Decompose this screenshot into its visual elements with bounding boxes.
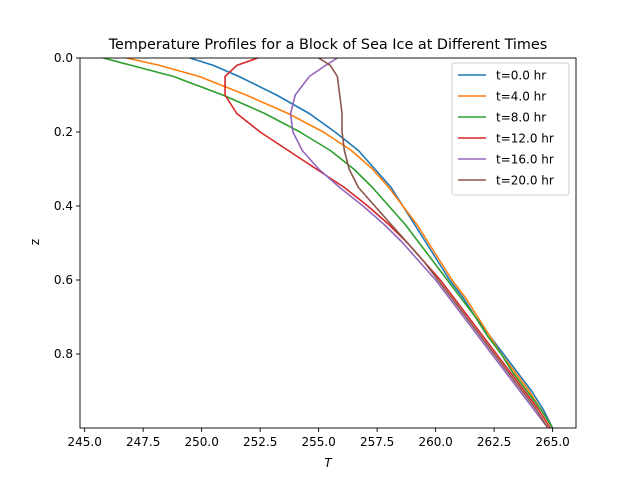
chart-title: Temperature Profiles for a Block of Sea …	[108, 37, 548, 53]
x-axis-label: T	[324, 456, 333, 470]
y-tick-label: 0.4	[54, 199, 73, 213]
axes-frame	[79, 57, 577, 429]
series-line-4	[289, 58, 549, 428]
legend-label-5: t=20.0 hr	[496, 174, 554, 188]
x-tick-label: 247.5	[126, 435, 160, 449]
series-group	[102, 58, 554, 428]
x-tick-label: 257.5	[360, 435, 394, 449]
legend-label-2: t=8.0 hr	[496, 111, 546, 125]
y-axis-label: z	[28, 239, 42, 245]
y-tick-label: 0.6	[54, 273, 73, 287]
x-tick-label: 245.0	[67, 435, 101, 449]
x-tick-label: 265.0	[535, 435, 569, 449]
series-line-5	[317, 58, 549, 428]
series-line-2	[102, 58, 554, 428]
legend-label-1: t=4.0 hr	[496, 90, 546, 104]
y-tick-label: 0.2	[54, 125, 73, 139]
x-tick-label: 250.0	[184, 435, 218, 449]
legend: t=0.0 hr t=4.0 hr t=8.0 hr t=12.0 hr t=16.0 …	[451, 62, 570, 196]
x-tick-label: 262.5	[477, 435, 511, 449]
x-tick-label: 260.0	[418, 435, 452, 449]
series-line-3	[224, 58, 552, 428]
legend-label-4: t=16.0 hr	[496, 153, 554, 167]
legend-label-0: t=0.0 hr	[496, 69, 546, 83]
y-tick-label: 0.8	[54, 347, 73, 361]
y-tick-label: 0.0	[54, 51, 73, 65]
plot-area: 245.0 247.5 250.0 252.5 255.0 257.5 260.0 262.5…	[54, 51, 577, 449]
x-tick-label: 252.5	[243, 435, 277, 449]
x-tick-label: 255.0	[301, 435, 335, 449]
series-line-1	[125, 58, 554, 428]
legend-label-3: t=12.0 hr	[496, 132, 554, 146]
